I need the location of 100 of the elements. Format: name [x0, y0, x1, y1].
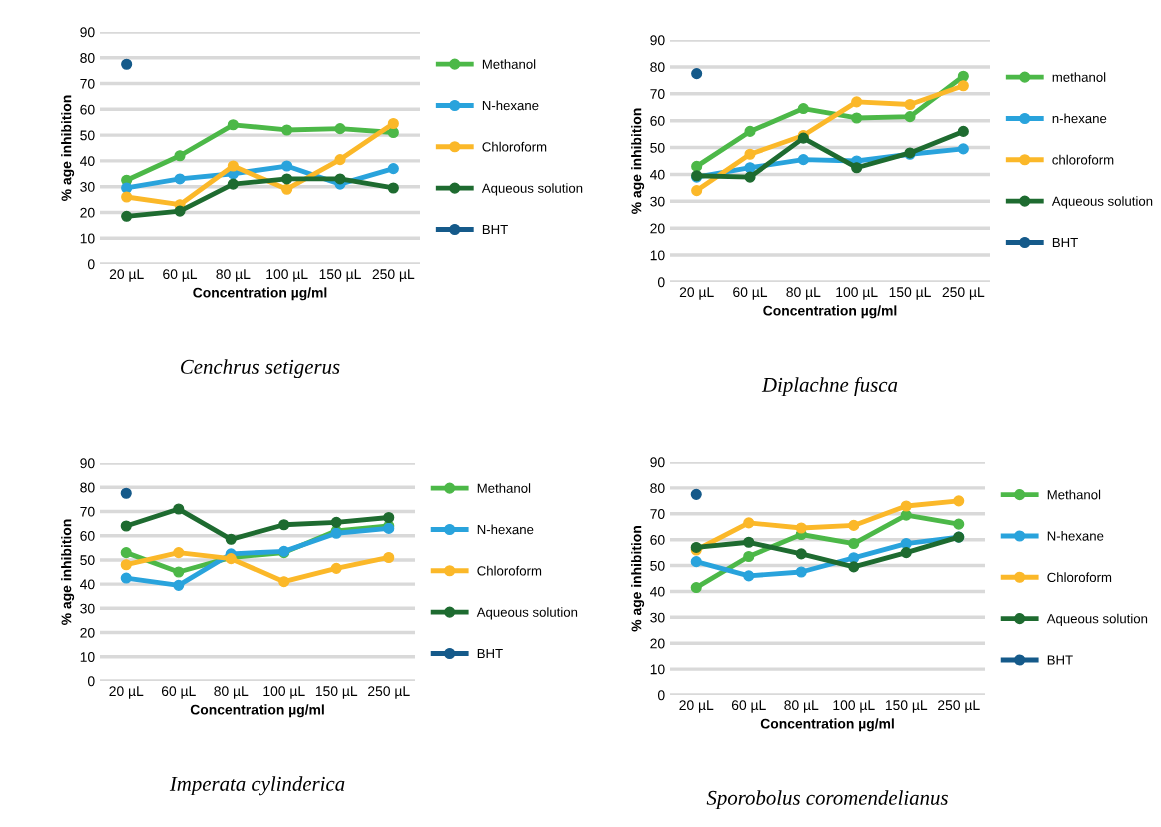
point — [387, 117, 399, 130]
x-tick-label: 100 µL — [266, 269, 308, 282]
x-tick-label: 100 µL — [263, 686, 305, 699]
y-tick-label: 20 — [80, 207, 95, 218]
y-tick-label: 20 — [80, 627, 95, 638]
legend-label: BHT — [1052, 237, 1078, 248]
x-tick-label: 80 µL — [784, 700, 819, 713]
y-tick-label: 80 — [80, 53, 95, 63]
x-tick-label: 20 µL — [109, 269, 144, 282]
point — [121, 210, 133, 222]
point — [900, 509, 912, 521]
y-tick-label: 40 — [650, 169, 665, 180]
point — [848, 519, 860, 531]
x-tick-label: 250 µL — [368, 686, 410, 699]
point — [848, 537, 860, 550]
point — [953, 518, 965, 530]
y-tick-label: 50 — [80, 555, 95, 566]
point — [227, 160, 239, 172]
point — [174, 205, 186, 217]
legend-label: Aqueous solution — [481, 183, 583, 196]
point — [690, 582, 702, 594]
y-tick-label: 50 — [650, 560, 665, 571]
point — [957, 70, 969, 82]
x-tick-label: 20 µL — [679, 287, 714, 300]
y-tick-label: 0 — [87, 676, 95, 687]
x-axis-title: Concentration µg/ml — [760, 718, 894, 732]
point — [334, 154, 346, 166]
point — [795, 566, 807, 578]
point — [383, 551, 395, 564]
point — [795, 548, 807, 560]
point — [795, 522, 807, 534]
point — [383, 511, 395, 524]
x-tick-label: 60 µL — [161, 686, 196, 699]
y-tick-label: 10 — [650, 250, 665, 261]
x-tick-label: 150 µL — [889, 287, 931, 300]
point — [953, 495, 965, 507]
y-tick-label: 30 — [650, 196, 665, 207]
legend-label: BHT — [482, 224, 508, 235]
point — [743, 536, 755, 548]
x-tick-label: 100 µL — [836, 287, 878, 300]
text: Diplachne fusca — [761, 377, 898, 397]
y-tick-label: 90 — [80, 458, 95, 469]
point — [330, 516, 342, 528]
point — [743, 570, 755, 582]
y-tick-label: 30 — [650, 612, 665, 623]
point — [173, 566, 185, 578]
legend-label: Methanol — [1047, 489, 1101, 500]
point — [334, 123, 346, 135]
x-tick-label: 250 µL — [372, 269, 415, 282]
point — [900, 547, 912, 559]
point — [851, 112, 863, 124]
y-tick-label: 40 — [80, 156, 95, 167]
point — [278, 519, 290, 531]
x-tick-label: 250 µL — [938, 700, 980, 713]
y-tick-label: 30 — [80, 603, 95, 614]
point — [904, 111, 916, 123]
point — [744, 171, 756, 183]
point — [120, 559, 132, 571]
point — [120, 572, 132, 584]
point — [281, 183, 293, 195]
x-tick-label: 150 µL — [319, 269, 361, 282]
x-tick-label: 150 µL — [315, 686, 358, 699]
legend-label: chloroform — [1052, 154, 1114, 165]
x-tick-label: 60 µL — [731, 700, 766, 713]
y-tick-label: 70 — [650, 509, 665, 519]
text: Sporobolus coromendelianus — [706, 790, 948, 810]
point — [227, 119, 239, 131]
legend-label: N-hexane — [477, 524, 534, 535]
point — [743, 517, 755, 529]
point — [797, 154, 809, 166]
x-tick-label: 250 µL — [942, 287, 985, 300]
point — [281, 124, 293, 136]
x-tick-label: 20 µL — [679, 700, 714, 713]
point — [957, 125, 969, 137]
text: Cenchrus setigerus — [181, 359, 340, 379]
y-tick-label: 0 — [657, 277, 665, 288]
point — [281, 160, 293, 172]
y-tick-label: 80 — [80, 482, 95, 493]
point — [120, 520, 132, 532]
y-axis-title: % age inhibition — [631, 108, 645, 214]
point — [900, 500, 912, 512]
y-tick-label: 50 — [650, 142, 665, 153]
legend-label: Chloroform — [477, 565, 542, 576]
point — [848, 552, 860, 564]
y-axis-title: % age inhibition — [61, 95, 75, 201]
y-tick-label: 40 — [650, 586, 665, 597]
legend-label: Methanol — [482, 59, 536, 69]
point — [278, 576, 290, 588]
y-tick-label: 60 — [650, 535, 665, 545]
point — [744, 125, 756, 137]
point — [173, 503, 185, 515]
point — [330, 562, 342, 574]
y-tick-label: 60 — [650, 116, 665, 126]
x-tick-label: 60 µL — [163, 269, 198, 282]
x-tick-label: 100 µL — [833, 700, 875, 713]
point — [691, 185, 703, 197]
y-tick-label: 10 — [80, 233, 95, 244]
point — [387, 163, 399, 175]
point — [281, 173, 293, 185]
point — [173, 579, 185, 591]
